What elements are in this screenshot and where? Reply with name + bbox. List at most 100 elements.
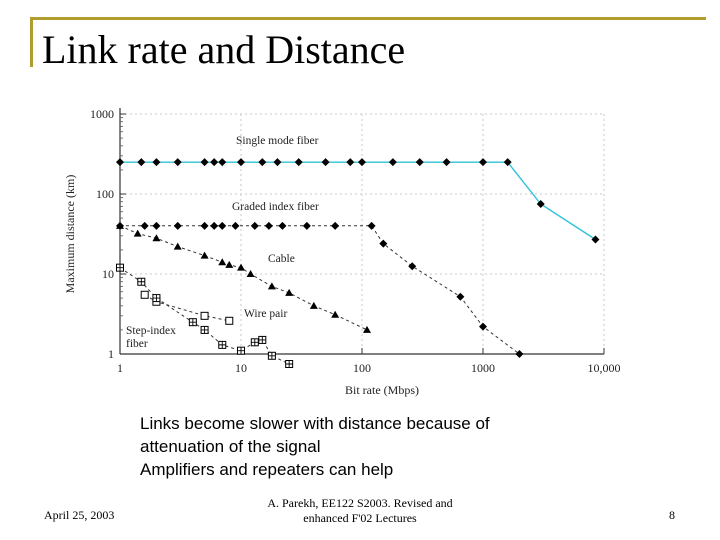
x-tick-label: 10,000 xyxy=(588,361,621,375)
y-tick-label: 10 xyxy=(102,267,114,281)
data-point-diamond xyxy=(210,158,219,167)
data-point-triangle xyxy=(363,325,372,333)
data-point-diamond xyxy=(200,158,209,167)
crossed-square-cross xyxy=(258,336,266,344)
series-line xyxy=(119,225,368,331)
data-point-diamond xyxy=(503,158,512,167)
data-point-diamond xyxy=(152,221,161,230)
data-point-diamond xyxy=(294,158,303,167)
data-point-diamond xyxy=(250,221,259,230)
page-number: 8 xyxy=(669,508,675,522)
chart-marks xyxy=(116,158,600,368)
data-point-crossed-square xyxy=(188,318,197,327)
series-name-label: Single mode fiber xyxy=(236,135,319,147)
data-point-diamond xyxy=(210,221,219,230)
data-point-square xyxy=(140,290,149,299)
data-point-diamond xyxy=(379,239,388,248)
y-tick-label: 100 xyxy=(96,187,114,201)
data-point-crossed-square xyxy=(116,263,124,272)
footer-date: April 25, 2003 xyxy=(44,508,115,522)
data-point-diamond xyxy=(173,221,182,230)
crossed-square-cross xyxy=(137,278,145,286)
data-point-triangle xyxy=(152,234,161,242)
crossed-square-cross xyxy=(285,360,293,368)
crossed-square-cross xyxy=(189,318,197,326)
crossed-square-cross xyxy=(116,264,124,272)
data-point-diamond xyxy=(200,221,209,230)
data-point-diamond xyxy=(536,199,545,208)
series-name-label: Step-index xyxy=(126,325,176,337)
data-point-diamond xyxy=(456,292,465,301)
data-point-triangle xyxy=(225,260,234,268)
y-axis-title: Maximum distance (km) xyxy=(63,175,77,294)
data-point-diamond xyxy=(152,158,161,167)
data-point-crossed-square xyxy=(200,325,209,334)
bullet-line-3: Amplifiers and repeaters can help xyxy=(140,460,394,479)
data-point-diamond xyxy=(231,221,240,230)
data-point-diamond xyxy=(367,221,376,230)
chart-labels: 1 10 100 1000 10,000 1 10 100 1000 Bit rate (Mbps… xyxy=(63,107,621,397)
chart-background xyxy=(56,96,632,404)
data-point-diamond xyxy=(218,221,227,230)
data-point-diamond xyxy=(442,158,451,167)
chart-figure: 1 10 100 1000 10,000 1 10 100 1000 Bit rate (Mbps… xyxy=(56,96,632,404)
data-point-crossed-square xyxy=(285,359,294,368)
data-point-square xyxy=(225,316,234,325)
x-tick-label: 100 xyxy=(353,361,371,375)
data-point-diamond xyxy=(515,350,524,358)
x-tick-label: 10 xyxy=(235,361,247,375)
crossed-square-cross xyxy=(218,341,226,349)
data-point-diamond xyxy=(278,221,287,230)
y-tick-label: 1 xyxy=(108,347,114,361)
series-name-label: Graded index fiber xyxy=(232,201,319,213)
crossed-square-cross xyxy=(201,326,209,334)
bullet-line-1: Links become slower with distance becaus… xyxy=(140,414,490,433)
crossed-square-cross xyxy=(268,352,276,360)
data-point-diamond xyxy=(218,158,227,167)
x-tick-label: 1000 xyxy=(471,361,495,375)
data-point-diamond xyxy=(358,158,366,167)
data-point-crossed-square xyxy=(152,294,161,303)
data-point-diamond xyxy=(479,322,487,331)
data-point-diamond xyxy=(479,158,487,167)
data-point-triangle xyxy=(116,221,124,229)
crossed-square-cross xyxy=(152,294,160,302)
data-point-crossed-square xyxy=(218,340,227,349)
slide-title: Link rate and Distance xyxy=(42,27,406,72)
data-point-diamond xyxy=(237,158,245,167)
data-point-diamond xyxy=(591,235,600,244)
data-point-diamond xyxy=(388,158,397,167)
data-point-triangle xyxy=(133,229,142,237)
data-point-diamond xyxy=(137,158,146,167)
data-point-diamond xyxy=(116,158,124,167)
series-name-label: Cable xyxy=(268,253,295,265)
series-name-label: Wire pair xyxy=(244,308,287,320)
x-axis-title: Bit rate (Mbps) xyxy=(345,383,419,397)
data-point-crossed-square xyxy=(250,338,259,347)
data-point-crossed-square xyxy=(258,335,267,344)
title-frame-left-rule xyxy=(30,17,33,67)
chart-svg: 1 10 100 1000 10,000 1 10 100 1000 Bit rate (Mbps… xyxy=(56,96,632,404)
series-line xyxy=(144,294,230,322)
bullet-text: Links become slower with distance becaus… xyxy=(140,412,600,481)
data-point-triangle xyxy=(267,282,276,290)
data-point-diamond xyxy=(321,158,330,167)
title-frame-top-rule xyxy=(30,17,706,20)
footer-credit-line-1: A. Parekh, EE122 S2003. Revised and xyxy=(267,496,453,510)
data-point-triangle xyxy=(200,251,209,259)
bullet-line-2: attenuation of the signal xyxy=(140,437,321,456)
footer-credit-line-2: enhanced F'02 Lectures xyxy=(303,511,417,525)
crossed-square-cross xyxy=(251,338,259,346)
data-point-diamond xyxy=(173,158,182,167)
data-point-triangle xyxy=(285,288,294,296)
data-point-crossed-square xyxy=(137,277,146,286)
data-point-diamond xyxy=(408,262,417,271)
data-point-triangle xyxy=(218,258,227,266)
footer-credit: A. Parekh, EE122 S2003. Revised and enha… xyxy=(250,496,470,526)
data-point-crossed-square xyxy=(267,351,276,360)
y-tick-label: 1000 xyxy=(90,107,114,121)
data-point-diamond xyxy=(258,158,267,167)
data-point-diamond xyxy=(415,158,424,167)
crossed-square-cross xyxy=(237,347,245,355)
